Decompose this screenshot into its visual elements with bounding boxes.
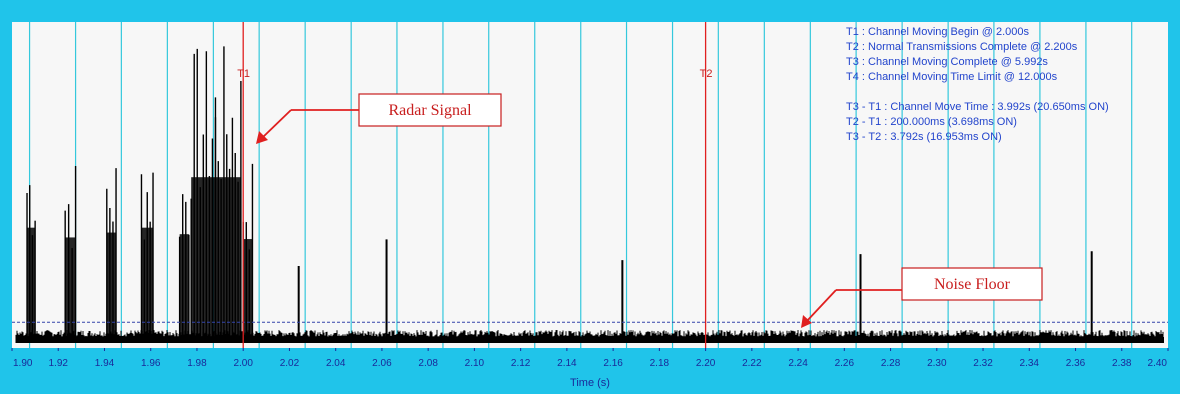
x-tick-label: 1.94 — [95, 358, 115, 369]
burst-body — [243, 239, 253, 340]
burst-body — [191, 177, 216, 340]
burst-body — [179, 234, 189, 340]
x-tick-label: 1.98 — [187, 358, 207, 369]
x-tick-label: 2.20 — [696, 358, 716, 369]
x-tick-label: 2.24 — [788, 358, 808, 369]
x-tick-label: 1.90 — [13, 358, 33, 369]
x-tick-label: 1.96 — [141, 358, 161, 369]
info-line-7: T3 - T2 : 3.792s (16.953ms ON) — [846, 131, 1002, 143]
x-tick-label: 2.04 — [326, 358, 346, 369]
info-line-6: T2 - T1 : 200.000ms (3.698ms ON) — [846, 116, 1017, 128]
x-tick-label: 2.34 — [1020, 358, 1040, 369]
x-tick-label: 2.02 — [280, 358, 300, 369]
cursor-label-t2: T2 — [700, 68, 713, 80]
cursor-label-t1: T1 — [237, 68, 250, 80]
x-tick-label: 2.08 — [418, 358, 438, 369]
burst-body — [215, 177, 241, 340]
x-tick-label: 2.38 — [1112, 358, 1132, 369]
x-axis-ticks: 1.90 1.92 1.94 1.96 1.98 2.00 2.02 2.04 2.06 2.08… — [11, 348, 1169, 369]
noise-floor-trace — [15, 329, 1164, 343]
info-line-0: T1 : Channel Moving Begin @ 2.000s — [846, 26, 1029, 38]
x-tick-label: 2.14 — [557, 358, 577, 369]
x-tick-label: 2.06 — [372, 358, 392, 369]
radar-signal-label: Radar Signal — [388, 102, 472, 119]
info-line-1: T2 : Normal Transmissions Complete @ 2.2… — [846, 41, 1078, 53]
noise-floor-label: Noise Floor — [934, 276, 1011, 293]
burst-body — [106, 232, 117, 340]
radar-signal-callout: Radar Signal — [256, 93, 502, 144]
info-line-2: T3 : Channel Moving Complete @ 5.992s — [846, 56, 1048, 68]
x-tick-label: 2.40 — [1148, 358, 1168, 369]
noise-floor-callout: Noise Floor — [801, 267, 1043, 328]
x-tick-label: 2.26 — [835, 358, 855, 369]
x-tick-label: 2.28 — [881, 358, 901, 369]
info-line-3: T4 : Channel Moving Time Limit @ 12.000s — [846, 71, 1058, 83]
x-tick-label: 2.10 — [465, 358, 485, 369]
info-line-5: T3 - T1 : Channel Move Time : 3.992s (20… — [846, 101, 1109, 113]
x-tick-label: 2.18 — [650, 358, 670, 369]
time-cursors: T1 T2 — [237, 22, 712, 348]
x-tick-label: 2.32 — [973, 358, 993, 369]
measurement-info: T1 : Channel Moving Begin @ 2.000s T2 : N… — [846, 26, 1109, 143]
x-tick-label: 2.30 — [927, 358, 947, 369]
x-tick-label: 2.12 — [511, 358, 531, 369]
burst-group-7 — [242, 163, 254, 342]
x-tick-label: 2.00 — [233, 358, 253, 369]
x-tick-label: 1.92 — [49, 358, 69, 369]
burst-body — [27, 227, 36, 340]
x-tick-label: 2.16 — [603, 358, 623, 369]
burst-body — [141, 227, 154, 340]
x-tick-label: 2.22 — [742, 358, 762, 369]
burst-body — [65, 237, 76, 340]
burst-group-6 — [214, 46, 242, 342]
burst-group-3 — [140, 172, 154, 342]
burst-group-0 — [26, 185, 36, 342]
x-axis-title: Time (s) — [570, 377, 610, 389]
burst-group-4 — [178, 194, 190, 342]
x-tick-label: 2.36 — [1066, 358, 1086, 369]
burst-group-1 — [64, 165, 77, 342]
noise-floor-base — [16, 337, 1164, 343]
